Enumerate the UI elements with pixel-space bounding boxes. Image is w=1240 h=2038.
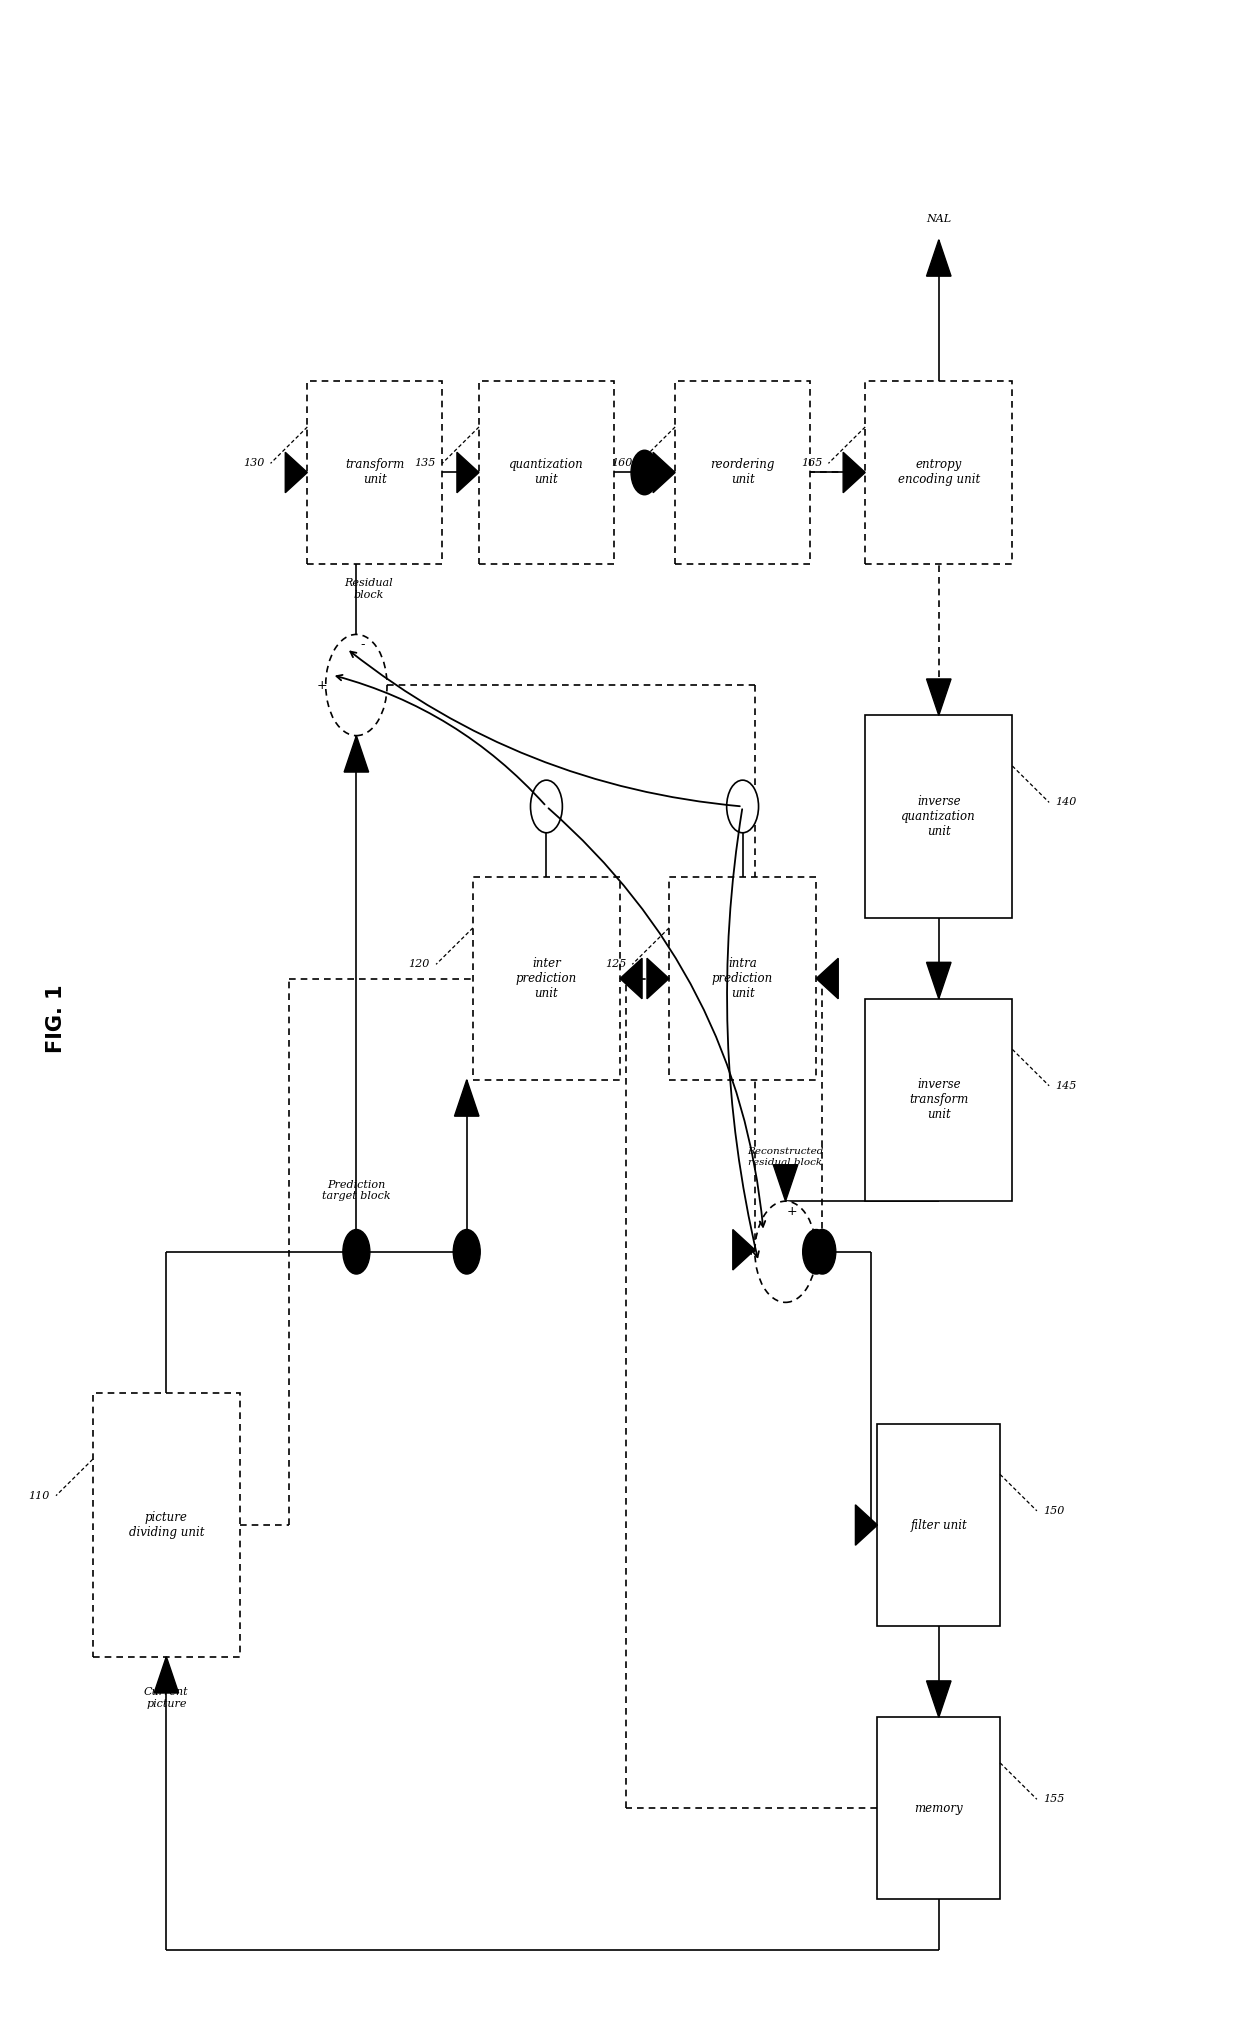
FancyBboxPatch shape: [866, 715, 1012, 917]
Circle shape: [727, 781, 759, 834]
FancyBboxPatch shape: [866, 999, 1012, 1200]
Text: 155: 155: [1043, 1793, 1064, 1804]
Text: 150: 150: [1043, 1506, 1064, 1516]
Text: 125: 125: [605, 960, 626, 970]
Circle shape: [755, 1200, 816, 1302]
FancyBboxPatch shape: [675, 381, 810, 565]
Text: -: -: [361, 638, 365, 650]
Text: inverse
transform
unit: inverse transform unit: [909, 1078, 968, 1121]
FancyBboxPatch shape: [878, 1425, 1001, 1626]
Text: filter unit: filter unit: [910, 1518, 967, 1531]
Polygon shape: [926, 240, 951, 277]
Text: Residual
block: Residual block: [345, 579, 393, 599]
Text: NAL: NAL: [926, 214, 951, 224]
FancyBboxPatch shape: [670, 876, 816, 1080]
Circle shape: [802, 1229, 830, 1274]
Circle shape: [808, 1229, 836, 1274]
Polygon shape: [843, 452, 866, 493]
FancyBboxPatch shape: [479, 381, 614, 565]
Circle shape: [343, 1229, 370, 1274]
Polygon shape: [620, 958, 642, 999]
Text: quantization
unit: quantization unit: [510, 459, 584, 487]
Text: Prediction
target block: Prediction target block: [322, 1180, 391, 1200]
Circle shape: [326, 634, 387, 736]
Text: 130: 130: [243, 459, 264, 469]
Circle shape: [454, 1229, 480, 1274]
Text: 135: 135: [414, 459, 436, 469]
Text: inter
prediction
unit: inter prediction unit: [516, 958, 577, 1001]
Text: intra
prediction
unit: intra prediction unit: [712, 958, 774, 1001]
Circle shape: [631, 450, 658, 495]
Polygon shape: [733, 1229, 755, 1270]
Polygon shape: [456, 452, 479, 493]
Polygon shape: [345, 736, 368, 772]
Text: entropy
encoding unit: entropy encoding unit: [898, 459, 980, 487]
Polygon shape: [647, 958, 670, 999]
Polygon shape: [926, 1681, 951, 1718]
Text: 110: 110: [29, 1490, 50, 1500]
Text: Reconstructed
residual block: Reconstructed residual block: [748, 1147, 823, 1168]
Text: memory: memory: [914, 1802, 963, 1816]
Text: +: +: [786, 1204, 797, 1219]
Text: FIG. 1: FIG. 1: [46, 984, 66, 1054]
FancyBboxPatch shape: [472, 876, 620, 1080]
Text: 165: 165: [801, 459, 822, 469]
Polygon shape: [653, 452, 675, 493]
FancyBboxPatch shape: [308, 381, 443, 565]
Polygon shape: [455, 1080, 479, 1117]
Text: inverse
quantization
unit: inverse quantization unit: [901, 795, 976, 838]
Text: transform
unit: transform unit: [345, 459, 404, 487]
Polygon shape: [154, 1657, 179, 1694]
Text: reordering
unit: reordering unit: [711, 459, 775, 487]
Polygon shape: [285, 452, 308, 493]
Text: Current
picture: Current picture: [144, 1687, 188, 1708]
FancyBboxPatch shape: [866, 381, 1012, 565]
Polygon shape: [774, 1166, 797, 1200]
FancyBboxPatch shape: [93, 1394, 239, 1657]
FancyBboxPatch shape: [878, 1718, 1001, 1899]
Text: picture
dividing unit: picture dividing unit: [129, 1510, 205, 1539]
Polygon shape: [816, 958, 838, 999]
Polygon shape: [856, 1504, 878, 1545]
Polygon shape: [926, 679, 951, 715]
Polygon shape: [926, 962, 951, 999]
Text: 140: 140: [1055, 797, 1076, 807]
Text: 145: 145: [1055, 1080, 1076, 1090]
Circle shape: [531, 781, 563, 834]
Text: +: +: [316, 679, 327, 691]
Text: 120: 120: [408, 960, 430, 970]
Text: 160: 160: [611, 459, 632, 469]
Text: +: +: [746, 1245, 756, 1257]
